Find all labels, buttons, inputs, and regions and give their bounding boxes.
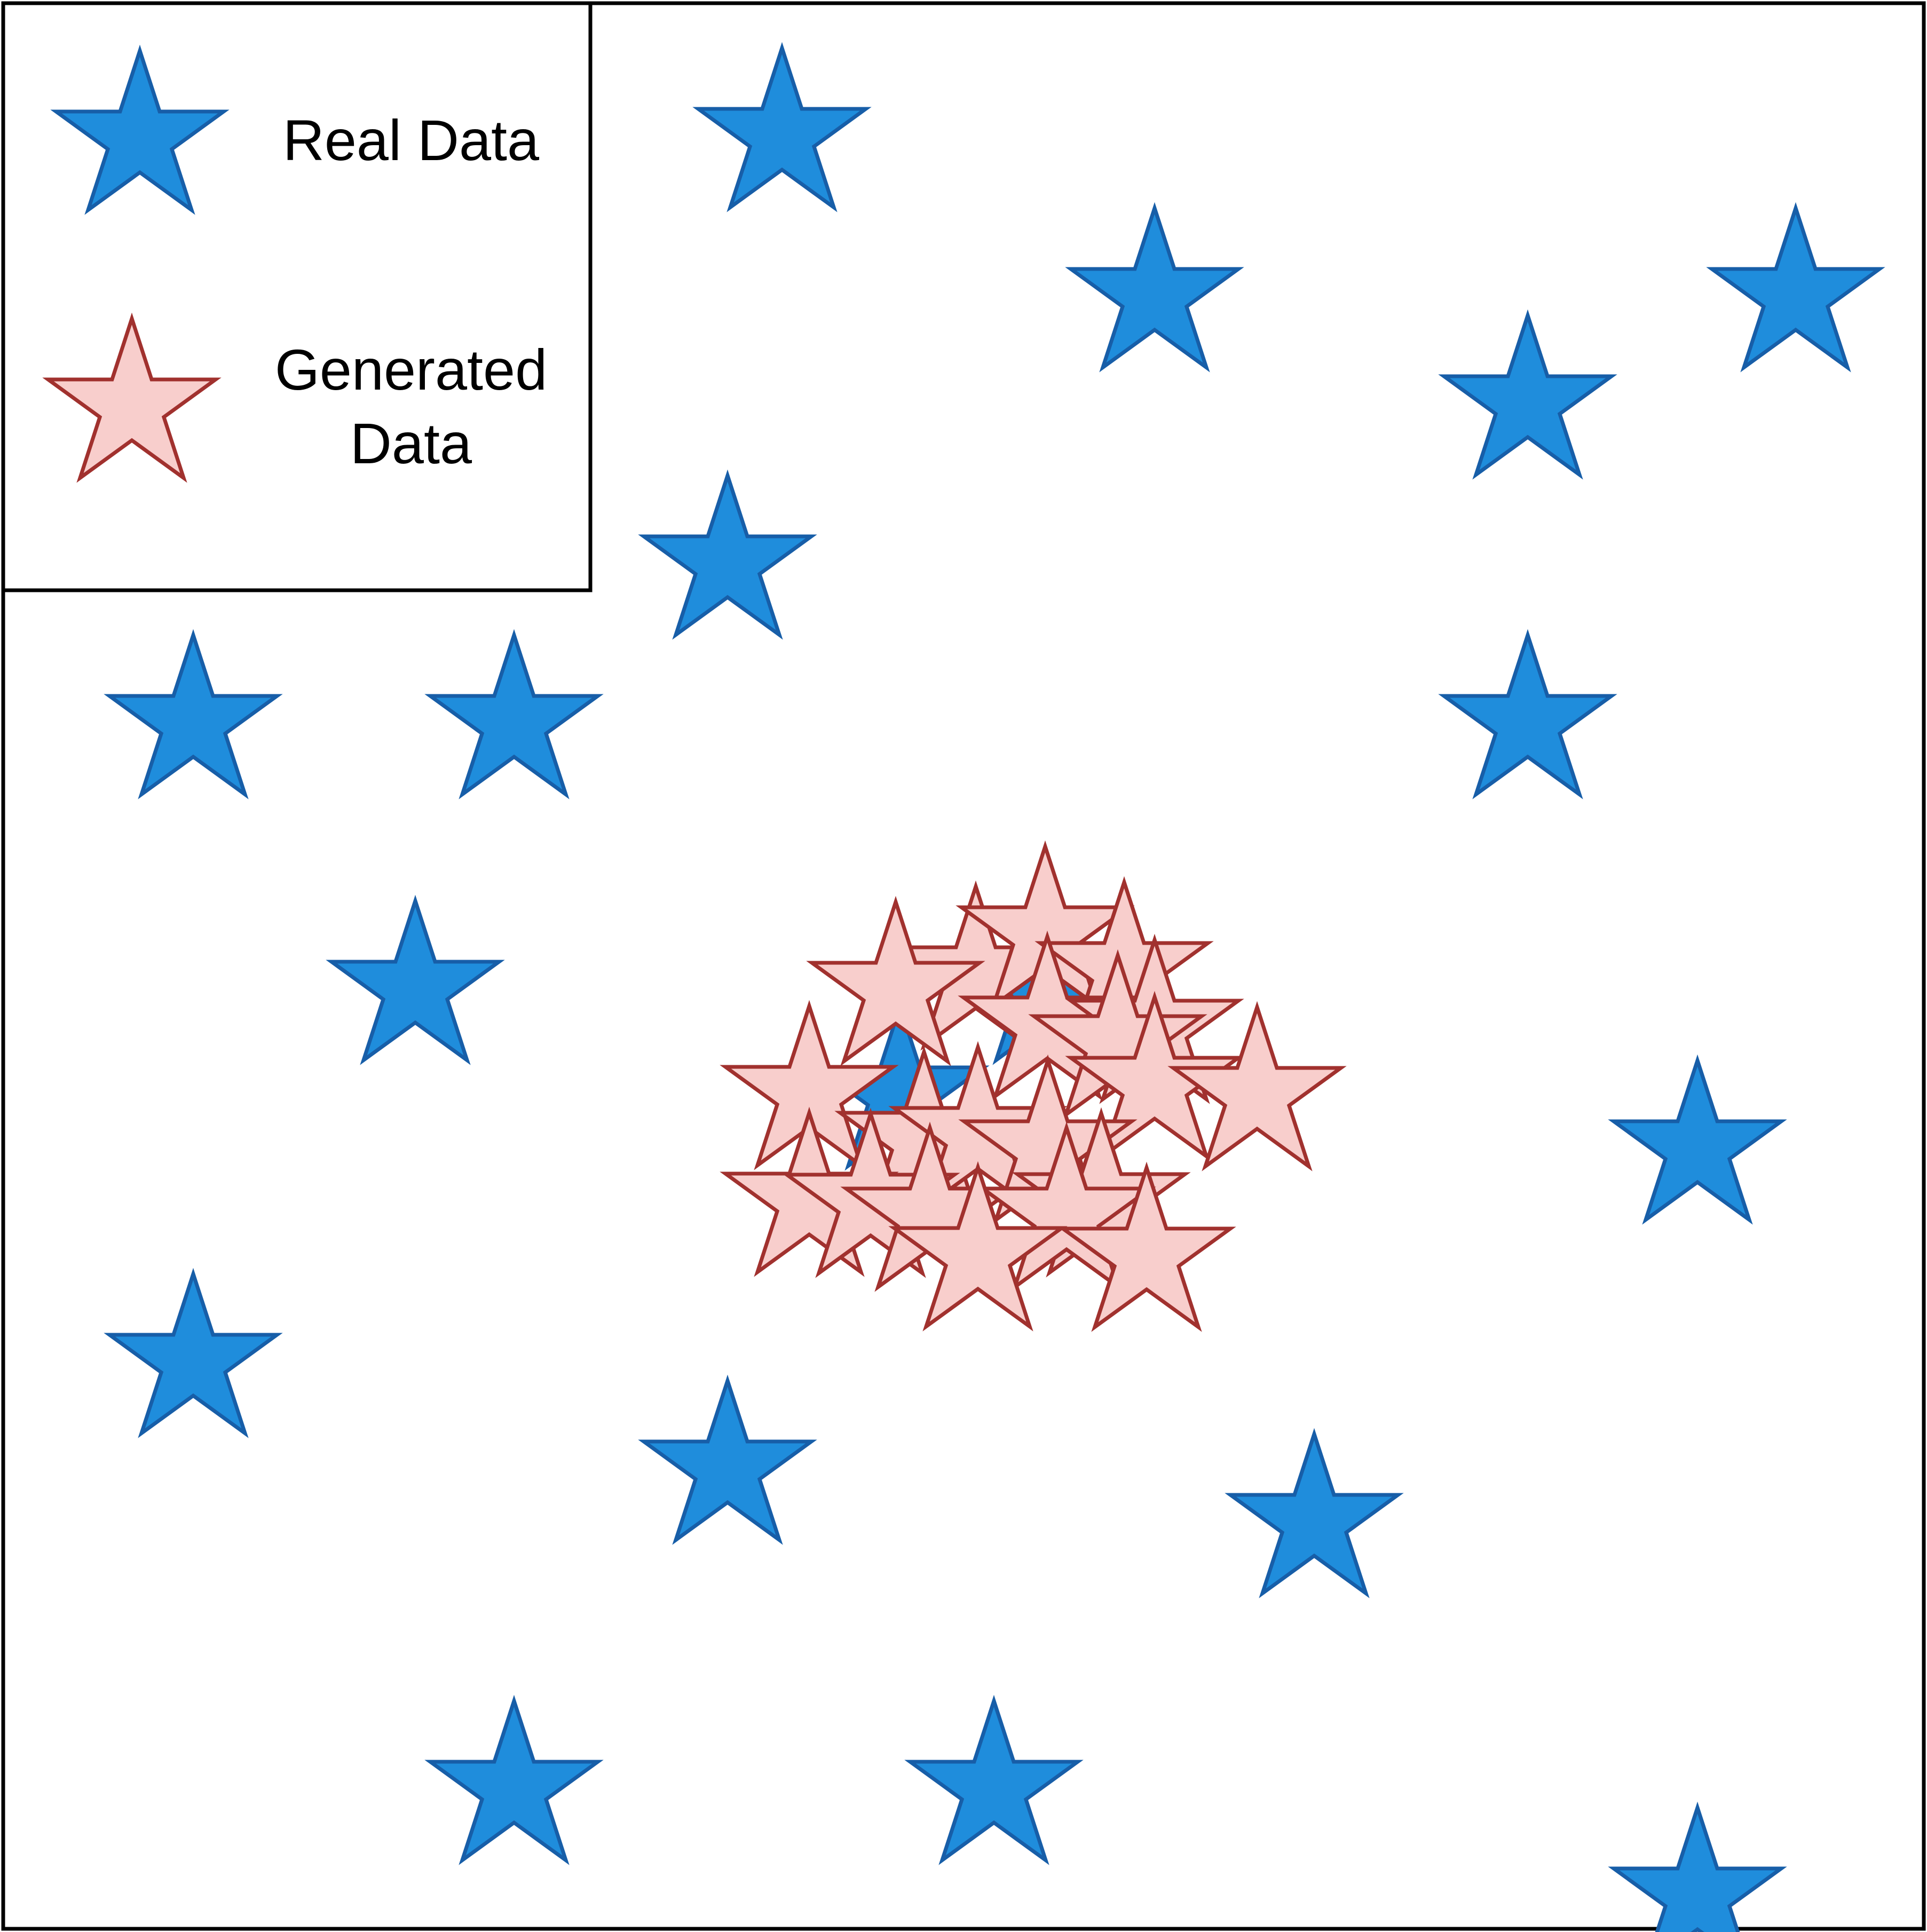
legend-real-label: Real Data	[283, 108, 540, 172]
legend-box	[1, 1, 593, 592]
legend-generated-label-line2: Data	[350, 411, 472, 476]
legend: Real Data Generated Data	[1, 1, 593, 592]
legend-generated-label-line1: Generated	[275, 337, 547, 402]
